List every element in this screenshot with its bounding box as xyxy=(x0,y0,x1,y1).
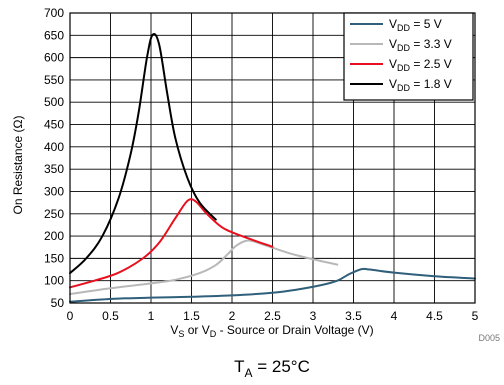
y-tick-label: 250 xyxy=(44,207,64,221)
x-tick-label: 1.5 xyxy=(183,309,200,323)
series-line-2 xyxy=(69,239,339,296)
y-tick-label: 400 xyxy=(44,140,64,154)
y-tick-label: 100 xyxy=(44,274,64,288)
x-tick-label: 3 xyxy=(310,309,317,323)
legend-label-4: VDD = 1.8 V xyxy=(389,77,452,93)
condition-label: TA = 25°C xyxy=(234,357,310,380)
series-line-4 xyxy=(69,33,217,275)
y-tick-label: 700 xyxy=(44,6,64,20)
x-tick-label: 4 xyxy=(391,309,398,323)
x-tick-label: 2.5 xyxy=(264,309,281,323)
y-tick-label: 500 xyxy=(44,95,64,109)
y-tick-label: 50 xyxy=(51,296,65,310)
y-tick-label: 150 xyxy=(44,251,64,265)
legend-label-1: VDD = 5 V xyxy=(389,17,442,33)
legend-label-3: VDD = 2.5 V xyxy=(389,57,452,73)
y-tick-label: 350 xyxy=(44,162,64,176)
y-tick-labels: 50 100 150 200 250 300 350 400 450 500 550 600 650 70… xyxy=(44,6,64,310)
y-tick-label: 550 xyxy=(44,73,64,87)
x-axis-label: VS or VD - Source or Drain Voltage (V) xyxy=(170,323,373,339)
legend-label-2: VDD = 3.3 V xyxy=(389,37,452,53)
plot-frame xyxy=(69,12,476,304)
x-tick-label: 5 xyxy=(472,309,479,323)
series-line-1 xyxy=(69,267,476,303)
y-tick-label: 600 xyxy=(44,51,64,65)
watermark-label: D005 xyxy=(478,333,500,343)
x-tick-label: 4.5 xyxy=(426,309,443,323)
y-tick-label: 200 xyxy=(44,229,64,243)
legend-box xyxy=(343,12,474,101)
y-tick-label: 300 xyxy=(44,184,64,198)
x-tick-label: 0.5 xyxy=(102,309,119,323)
series-line-3 xyxy=(69,198,274,289)
x-tick-label: 0 xyxy=(67,309,74,323)
legend: VDD = 5 V VDD = 3.3 V VDD = 2.5 V VDD = 1.8… xyxy=(343,12,474,101)
series-layer xyxy=(69,33,476,303)
x-tick-labels: 0 0.5 1 1.5 2 2.5 3 3.5 4 4.5 5 xyxy=(67,309,479,323)
y-tick-label: 450 xyxy=(44,118,64,132)
x-tick-label: 1 xyxy=(148,309,155,323)
y-tick-label: 650 xyxy=(44,28,64,42)
y-axis-label: On Resistance (Ω) xyxy=(11,115,25,214)
x-tick-label: 3.5 xyxy=(345,309,362,323)
x-tick-label: 2 xyxy=(229,309,236,323)
